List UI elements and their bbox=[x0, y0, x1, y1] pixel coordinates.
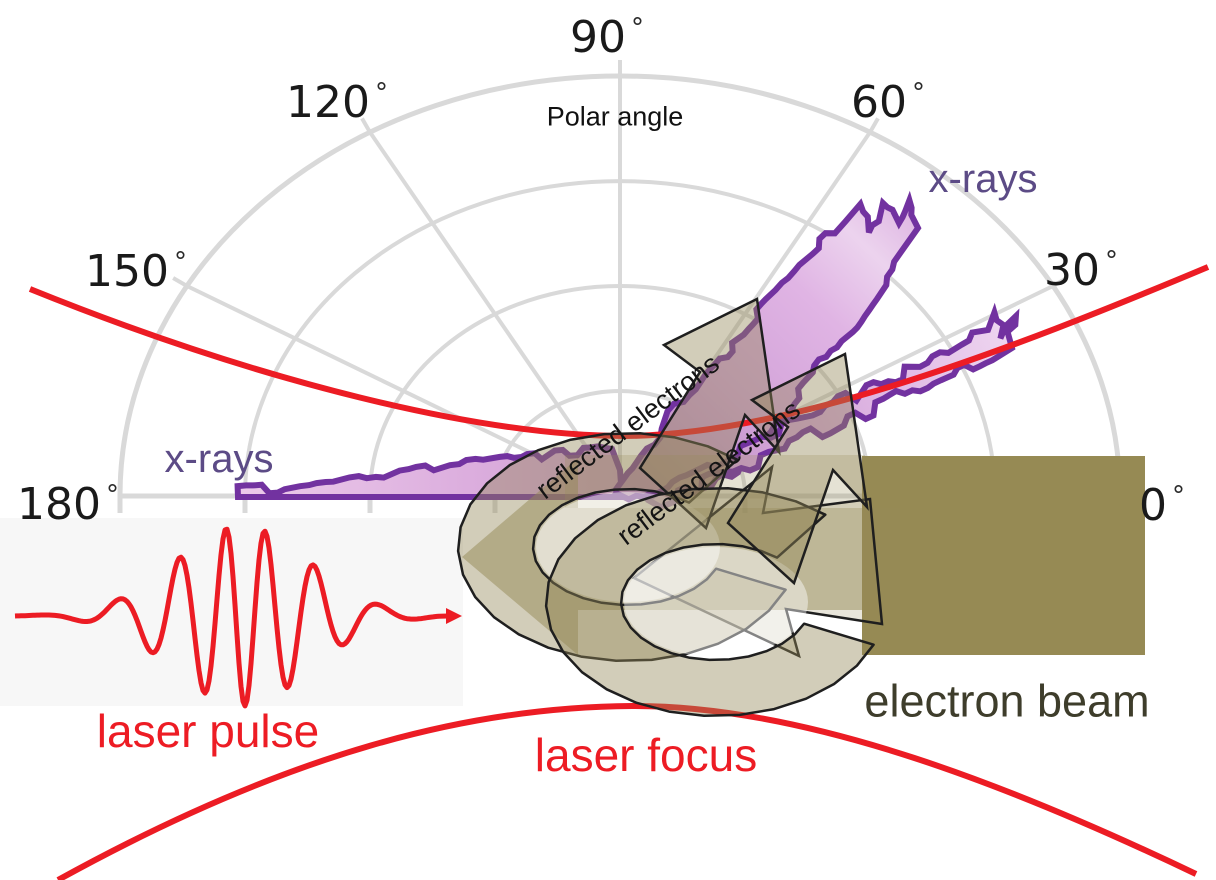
degree-symbol: ° bbox=[374, 78, 388, 108]
xrays-label-right: x-rays bbox=[928, 157, 1038, 201]
polar-angle-title: Polar angle bbox=[546, 101, 684, 132]
xray-emission-lobes bbox=[234, 190, 1020, 511]
angle-label-150: 150 ° bbox=[85, 246, 187, 297]
angle-label-30: 30 ° bbox=[1044, 245, 1118, 296]
laser-focus-curves bbox=[28, 264, 1210, 880]
laser-focus-label: laser focus bbox=[534, 729, 758, 781]
xrays-label-left: x-rays bbox=[164, 437, 274, 481]
electron-beam-label: electron beam bbox=[864, 675, 1150, 727]
angle-label-60: 60 ° bbox=[851, 77, 925, 128]
degree-symbol: ° bbox=[631, 13, 644, 43]
reflected-electron-arrows bbox=[456, 297, 875, 717]
angle-label-120: 120 ° bbox=[286, 77, 388, 128]
degree-symbol: ° bbox=[1105, 246, 1118, 276]
angle-label-0: 0 ° bbox=[1139, 480, 1185, 531]
degree-symbol: ° bbox=[105, 480, 119, 510]
laser-pulse-label: laser pulse bbox=[96, 705, 320, 757]
angle-label-180: 180 ° bbox=[17, 479, 119, 530]
laser-pulse-waveform bbox=[14, 526, 462, 709]
degree-symbol: ° bbox=[912, 78, 925, 108]
degree-symbol: ° bbox=[173, 247, 187, 277]
angle-label-90: 90 ° bbox=[570, 12, 644, 63]
degree-symbol: ° bbox=[1172, 481, 1185, 511]
